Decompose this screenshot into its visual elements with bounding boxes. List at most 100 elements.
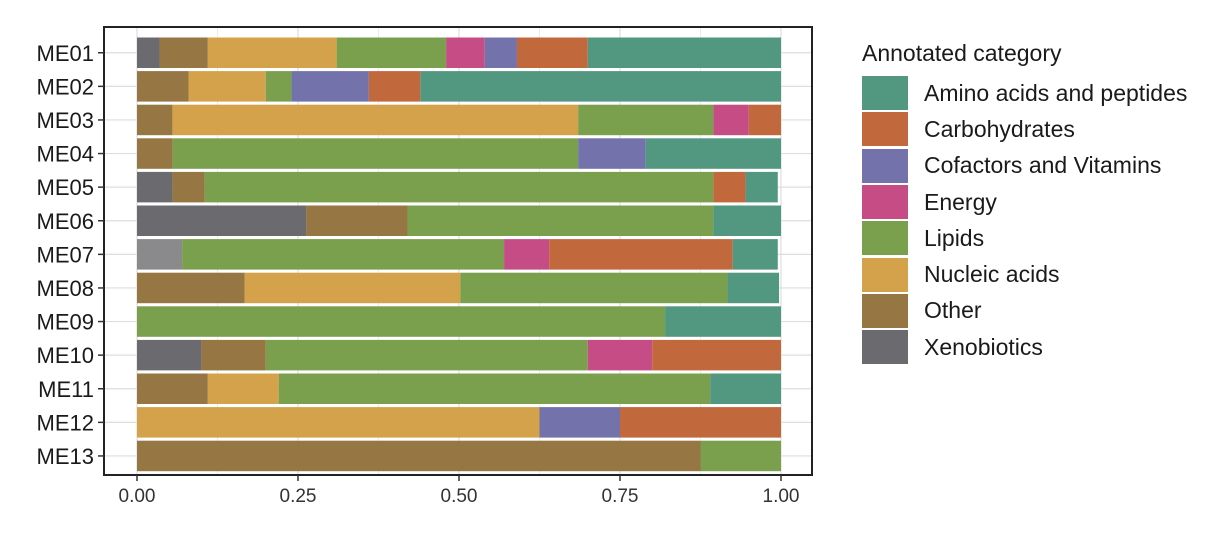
bar-segment: ME03 – Other <box>137 104 173 136</box>
y-tick-label: ME07 <box>37 242 94 267</box>
bar-segment: ME04 – Other <box>137 138 173 169</box>
bar-segment: ME01 – Nucleic acids <box>207 37 337 68</box>
bar-segment: ME03 – Carbohydrates <box>748 104 781 136</box>
legend-item: Xenobiotics <box>862 329 1187 365</box>
bar-segment: ME10 – Other <box>201 339 266 371</box>
legend-swatch <box>862 112 908 147</box>
bar-segment: ME01 – Carbohydrates <box>516 37 588 68</box>
bar-segment: ME11 – Amino acids and peptides <box>710 373 781 404</box>
legend-item: Energy <box>862 184 1187 220</box>
bar-segment: ME03 – Energy <box>713 104 749 136</box>
legend-swatch <box>862 330 908 365</box>
y-tick-label: ME02 <box>37 74 94 99</box>
bar-segment: ME07 – Amino acids and peptides <box>732 239 778 270</box>
y-tick-label: ME11 <box>38 377 94 402</box>
bar-segment: ME03 – Lipids <box>578 104 714 136</box>
y-tick-label: ME01 <box>37 41 94 66</box>
bar-segment: ME01 – Cofactors and Vitamins <box>484 37 517 68</box>
legend-swatch <box>862 257 908 292</box>
bar-segment: ME04 – Cofactors and Vitamins <box>578 138 646 169</box>
bar-segment: ME02 – Amino acids and peptides <box>420 71 781 102</box>
bar-segment: ME06 – Lipids <box>407 205 714 236</box>
y-axis: ME01 ME02 ME03 ME04 ME05 ME06 ME07 ME08 ME09 ME10… <box>37 41 104 469</box>
bar-segment: ME07 – Xenobiotics <box>137 239 183 270</box>
bar-segment: ME05 – Other <box>172 171 205 203</box>
bar-segment: ME10 – Energy <box>587 339 653 371</box>
bar-segment: ME01 – Other <box>159 37 208 68</box>
y-tick-label: ME04 <box>37 142 94 167</box>
bar-segment: ME09 – Amino acids and peptides <box>665 306 781 337</box>
legend-label: Energy <box>924 188 997 215</box>
legend: Annotated category Amino acids and pepti… <box>862 40 1187 365</box>
y-tick-label: ME09 <box>37 310 94 335</box>
legend-label: Amino acids and peptides <box>924 79 1188 106</box>
bar-segment: ME01 – Lipids <box>336 37 447 68</box>
legend-swatch <box>862 293 908 328</box>
bar-segment: ME08 – Nucleic acids <box>244 272 461 304</box>
y-tick-label: ME10 <box>37 343 94 368</box>
x-tick-label: 0.25 <box>280 486 317 507</box>
legend-item: Carbohydrates <box>862 111 1187 147</box>
bar-segment: ME07 – Carbohydrates <box>549 239 733 270</box>
y-tick-label: ME03 <box>37 108 94 133</box>
bar-segment: ME10 – Carbohydrates <box>652 339 781 371</box>
bar-segment: ME12 – Nucleic acids <box>137 407 540 438</box>
legend-item: Cofactors and Vitamins <box>862 148 1187 184</box>
bar-segment: ME12 – Cofactors and Vitamins <box>539 407 620 438</box>
bar-segment: ME03 – Nucleic acids <box>172 104 579 136</box>
bar-segment: ME08 – Amino acids and peptides <box>727 272 780 304</box>
x-tick-label: 1.00 <box>763 486 800 507</box>
bar-segment: ME02 – Lipids <box>265 71 292 102</box>
legend-label: Xenobiotics <box>924 333 1043 360</box>
x-tick-label: 0.75 <box>602 486 639 507</box>
bar-segment: ME04 – Lipids <box>172 138 579 169</box>
bar-segment: ME06 – Xenobiotics <box>137 205 307 236</box>
legend-label: Carbohydrates <box>924 115 1075 142</box>
bar-segment: ME02 – Nucleic acids <box>188 71 266 102</box>
legend-swatch <box>862 185 908 220</box>
bar-segment: ME05 – Amino acids and peptides <box>745 171 778 203</box>
bar-segment: ME02 – Carbohydrates <box>368 71 421 102</box>
legend-label: Nucleic acids <box>924 261 1060 288</box>
bar-segment: ME05 – Carbohydrates <box>713 171 746 203</box>
y-tick-label: ME12 <box>37 410 94 435</box>
bar-segment: ME11 – Lipids <box>278 373 711 404</box>
x-tick-label: 0.50 <box>441 486 478 507</box>
bar-segment: ME07 – Lipids <box>182 239 505 270</box>
bar-segment: ME01 – Amino acids and peptides <box>587 37 781 68</box>
y-tick-label: ME13 <box>37 444 94 469</box>
bar-segment: ME02 – Other <box>137 71 189 102</box>
bar-segment: ME11 – Nucleic acids <box>207 373 279 404</box>
x-axis: 0.00 0.25 0.50 0.75 1.00 <box>119 475 800 507</box>
bar-segment: ME06 – Other <box>306 205 408 236</box>
legend-item: Nucleic acids <box>862 256 1187 292</box>
plot-area: ME01 – XenobioticsME01 – OtherME01 – Nuc… <box>37 26 813 507</box>
legend-label: Cofactors and Vitamins <box>924 152 1162 179</box>
panel-border <box>103 26 813 476</box>
legend-item: Amino acids and peptides <box>862 75 1187 111</box>
bar-segment: ME02 – Cofactors and Vitamins <box>291 71 369 102</box>
bar-segments: ME01 – XenobioticsME01 – OtherME01 – Nuc… <box>137 37 781 472</box>
y-tick-label: ME08 <box>37 276 94 301</box>
bar-segment: ME13 – Other <box>137 440 701 472</box>
bar-segment: ME13 – Lipids <box>700 440 781 472</box>
bar-segment: ME08 – Other <box>137 272 245 304</box>
legend-swatch <box>862 221 908 256</box>
bar-segment: ME05 – Xenobiotics <box>137 171 173 203</box>
legend-title: Annotated category <box>862 40 1062 66</box>
bar-segment: ME08 – Lipids <box>460 272 728 304</box>
legend-items: Amino acids and peptides Carbohydrates Cof… <box>862 75 1187 365</box>
bar-segment: ME09 – Lipids <box>137 306 666 337</box>
bar-segment: ME10 – Lipids <box>265 339 588 371</box>
legend-label: Lipids <box>924 224 985 251</box>
x-tick-label: 0.00 <box>119 486 156 507</box>
legend-swatch <box>862 76 908 111</box>
bar-segment: ME10 – Xenobiotics <box>137 339 202 371</box>
bar-segment: ME11 – Other <box>137 373 208 404</box>
legend-label: Other <box>924 297 982 324</box>
bar-segment: ME12 – Carbohydrates <box>620 407 781 438</box>
legend-swatch <box>862 148 908 183</box>
legend-item: Other <box>862 293 1187 329</box>
bar-segment: ME01 – Energy <box>446 37 485 68</box>
